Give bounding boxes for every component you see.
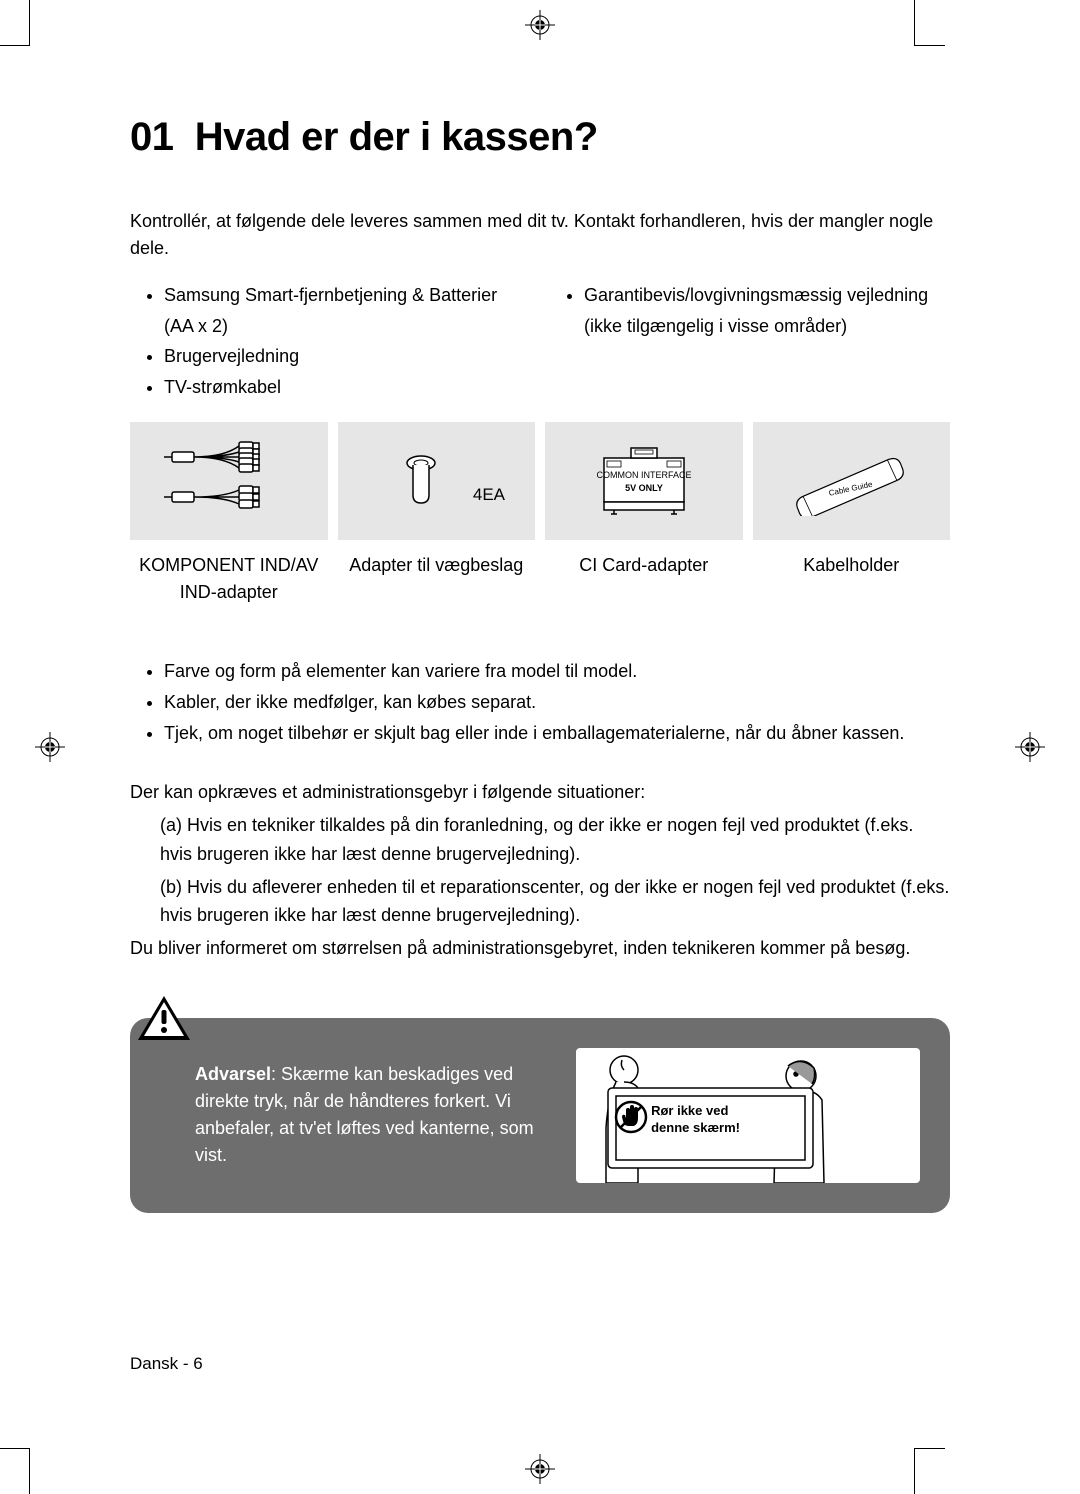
page-footer: Dansk - 6: [130, 1354, 203, 1374]
heading-number: 01: [130, 115, 174, 159]
illustration-text: denne skærm!: [651, 1120, 740, 1137]
registration-mark-icon: [1015, 732, 1045, 762]
crop-mark: [0, 45, 30, 46]
body-text: (a) Hvis en tekniker tilkaldes på din fo…: [130, 811, 950, 869]
crop-mark: [915, 45, 945, 46]
list-item: Samsung Smart-fjernbetjening & Batterier…: [164, 280, 530, 341]
wall-adapter-icon: 4EA: [338, 422, 536, 540]
item-label: Adapter til vægbeslag: [338, 552, 536, 579]
crop-mark: [914, 1448, 915, 1494]
item-label: IND-adapter: [130, 579, 328, 606]
accessories-grid: KOMPONENT IND/AV IND-adapter 4EA Adapter…: [130, 422, 950, 606]
item-label: Kabelholder: [753, 552, 951, 579]
heading-text: Hvad er der i kassen?: [195, 115, 598, 159]
list-item: Farve og form på elementer kan variere f…: [164, 656, 950, 687]
crop-mark: [29, 1448, 30, 1494]
component-adapter-icon: [130, 422, 328, 540]
warning-illustration: Rør ikke ved denne skærm!: [576, 1048, 920, 1183]
registration-mark-icon: [35, 732, 65, 762]
list-item: Tjek, om noget tilbehør er skjult bag el…: [164, 718, 950, 749]
registration-mark-icon: [525, 10, 555, 40]
warning-text: Advarsel: Skærme kan beskadiges ved dire…: [195, 1061, 556, 1169]
page-title: 01 Hvad er der i kassen?: [130, 115, 950, 160]
item-label: KOMPONENT IND/AV: [130, 552, 328, 579]
body-text: Der kan opkræves et administrationsgebyr…: [130, 778, 950, 807]
included-items-list: Samsung Smart-fjernbetjening & Batterier…: [130, 280, 950, 402]
cable-holder-icon: Cable Guide: [753, 422, 951, 540]
ci-card-adapter-icon: COMMON INTERFACE 5V ONLY: [545, 422, 743, 540]
body-text: (b) Hvis du afleverer enheden til et rep…: [130, 873, 950, 931]
illustration-text: Rør ikke ved: [651, 1103, 740, 1120]
crop-mark: [914, 0, 915, 46]
no-touch-icon: [614, 1100, 648, 1139]
item-label: CI Card-adapter: [545, 552, 743, 579]
page-content: 01 Hvad er der i kassen? Kontrollér, at …: [130, 115, 950, 1374]
accessory-item: KOMPONENT IND/AV IND-adapter: [130, 422, 328, 606]
notes-list: Farve og form på elementer kan variere f…: [130, 656, 950, 748]
accessory-item: 4EA Adapter til vægbeslag: [338, 422, 536, 606]
crop-mark: [0, 1448, 30, 1449]
warning-box: Advarsel: Skærme kan beskadiges ved dire…: [130, 1018, 950, 1213]
crop-mark: [915, 1448, 945, 1449]
registration-mark-icon: [525, 1454, 555, 1484]
accessory-item: COMMON INTERFACE 5V ONLY CI Card-adapter: [545, 422, 743, 606]
svg-text:5V ONLY: 5V ONLY: [625, 483, 663, 493]
list-item: Garantibevis/lovgivningsmæssig vejlednin…: [584, 280, 950, 341]
intro-text: Kontrollér, at følgende dele leveres sam…: [130, 208, 950, 262]
list-item: Brugervejledning: [164, 341, 530, 372]
list-item: Kabler, der ikke medfølger, kan købes se…: [164, 687, 950, 718]
crop-mark: [29, 0, 30, 46]
list-item: TV-strømkabel: [164, 372, 530, 403]
warning-icon: [136, 994, 192, 1044]
body-text: Du bliver informeret om størrelsen på ad…: [130, 934, 950, 963]
accessory-item: Cable Guide Kabelholder: [753, 422, 951, 606]
quantity-label: 4EA: [473, 485, 505, 505]
svg-text:COMMON INTERFACE: COMMON INTERFACE: [596, 470, 691, 480]
warning-label: Advarsel: [195, 1064, 271, 1084]
